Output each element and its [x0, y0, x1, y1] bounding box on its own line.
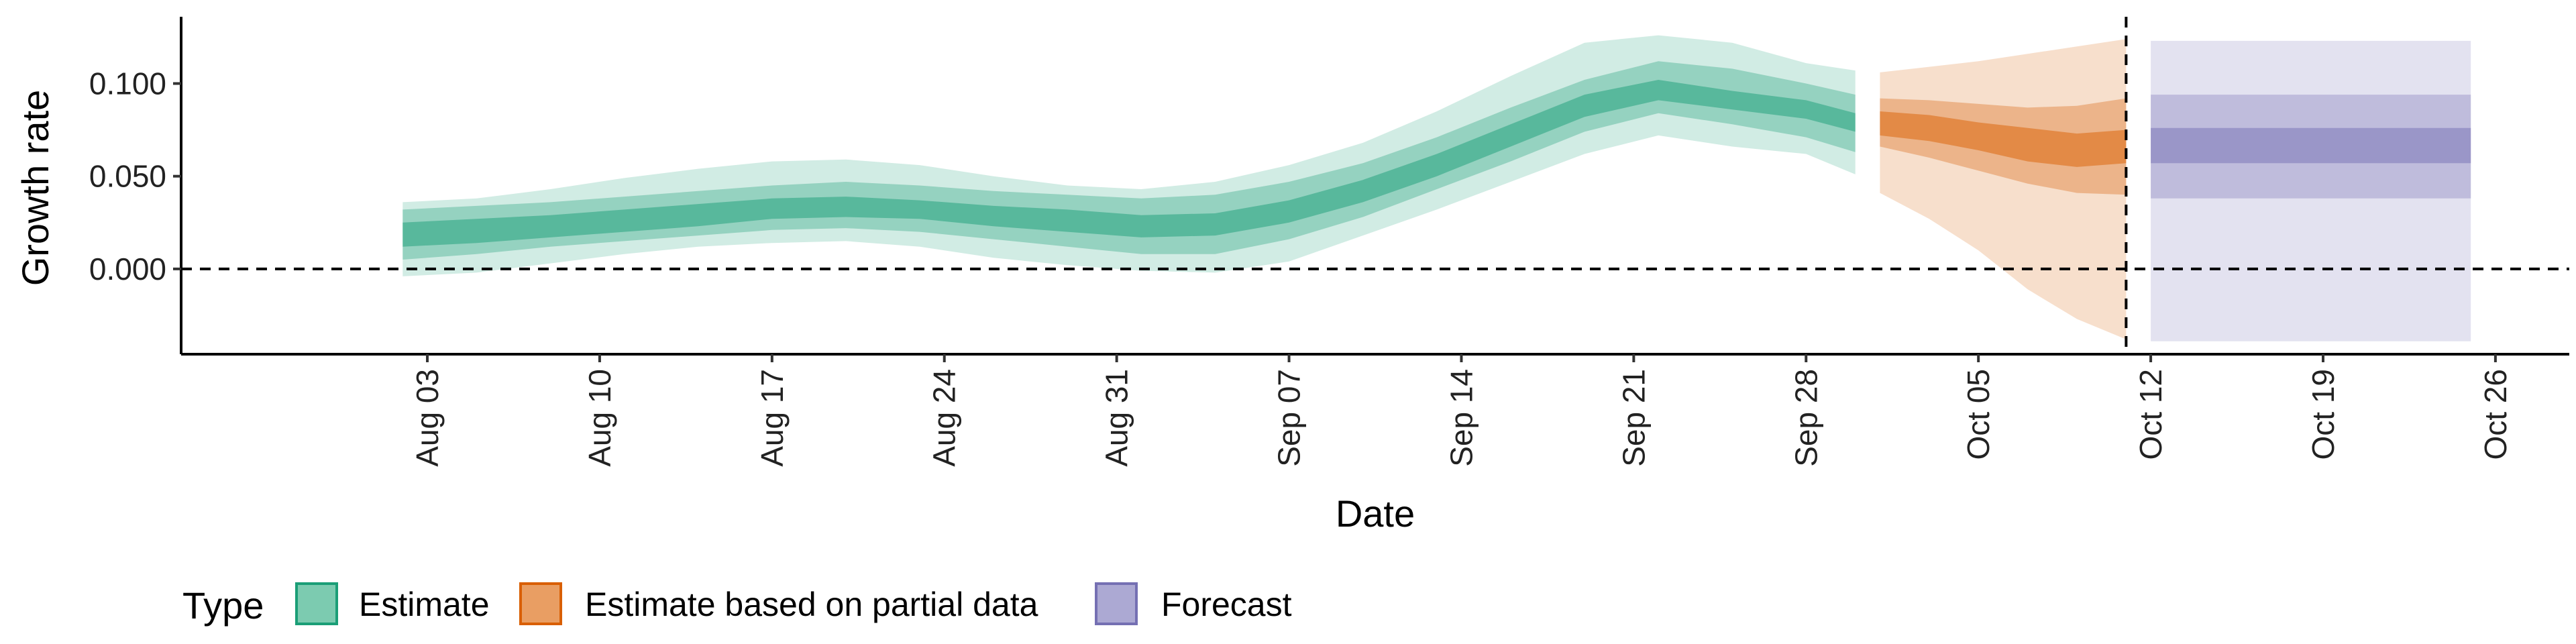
- legend-label-partial: Estimate based on partial data: [585, 586, 1038, 623]
- uncertainty-bands: [402, 35, 2471, 341]
- reference-lines: [181, 17, 2569, 354]
- legend-key-estimate: [295, 582, 338, 625]
- x-tick-label: Aug 17: [755, 369, 790, 467]
- y-tick-label: 0.100: [89, 66, 166, 101]
- x-tick-label: Aug 31: [1099, 369, 1134, 467]
- forecast-band-20: [2151, 127, 2471, 164]
- x-tick-label: Oct 19: [2306, 369, 2341, 460]
- legend-key-partial: [519, 582, 562, 625]
- x-tick-label: Sep 21: [1616, 369, 1651, 467]
- estimate-band-20: [402, 80, 1856, 247]
- legend-title: Type: [182, 584, 264, 627]
- x-tick-label: Aug 03: [410, 369, 445, 467]
- x-axis-title: Date: [1336, 492, 1415, 535]
- x-tick-label: Aug 10: [582, 369, 617, 467]
- estimate-based-on-partial-data-band-90: [1880, 39, 2127, 339]
- y-tick-label: 0.050: [89, 159, 166, 194]
- x-tick-label: Oct 26: [2478, 369, 2513, 460]
- axes: [173, 17, 2569, 362]
- y-axis-title: Growth rate: [14, 90, 56, 286]
- estimate-based-on-partial-data-band-20: [1880, 111, 2127, 167]
- forecast-band-90: [2151, 40, 2471, 341]
- tick-labels: 0.000 0.050 0.100 Aug 03 Aug 10 Aug 17 Aug 24 A…: [89, 66, 2513, 466]
- x-tick-label: Sep 14: [1444, 369, 1479, 467]
- x-tick-label: Oct 05: [1961, 369, 1996, 460]
- legend-label-estimate: Estimate: [359, 586, 490, 623]
- x-tick-label: Sep 07: [1272, 369, 1307, 467]
- legend-key-forecast: [1095, 582, 1138, 625]
- x-tick-label: Aug 24: [927, 369, 962, 467]
- legend-label-forecast: Forecast: [1161, 586, 1292, 623]
- x-tick-label: Oct 12: [2133, 369, 2168, 460]
- x-tick-label: Sep 28: [1788, 369, 1823, 467]
- y-tick-label: 0.000: [89, 252, 166, 286]
- legend: Type Estimate Estimate based on partial …: [182, 582, 1292, 627]
